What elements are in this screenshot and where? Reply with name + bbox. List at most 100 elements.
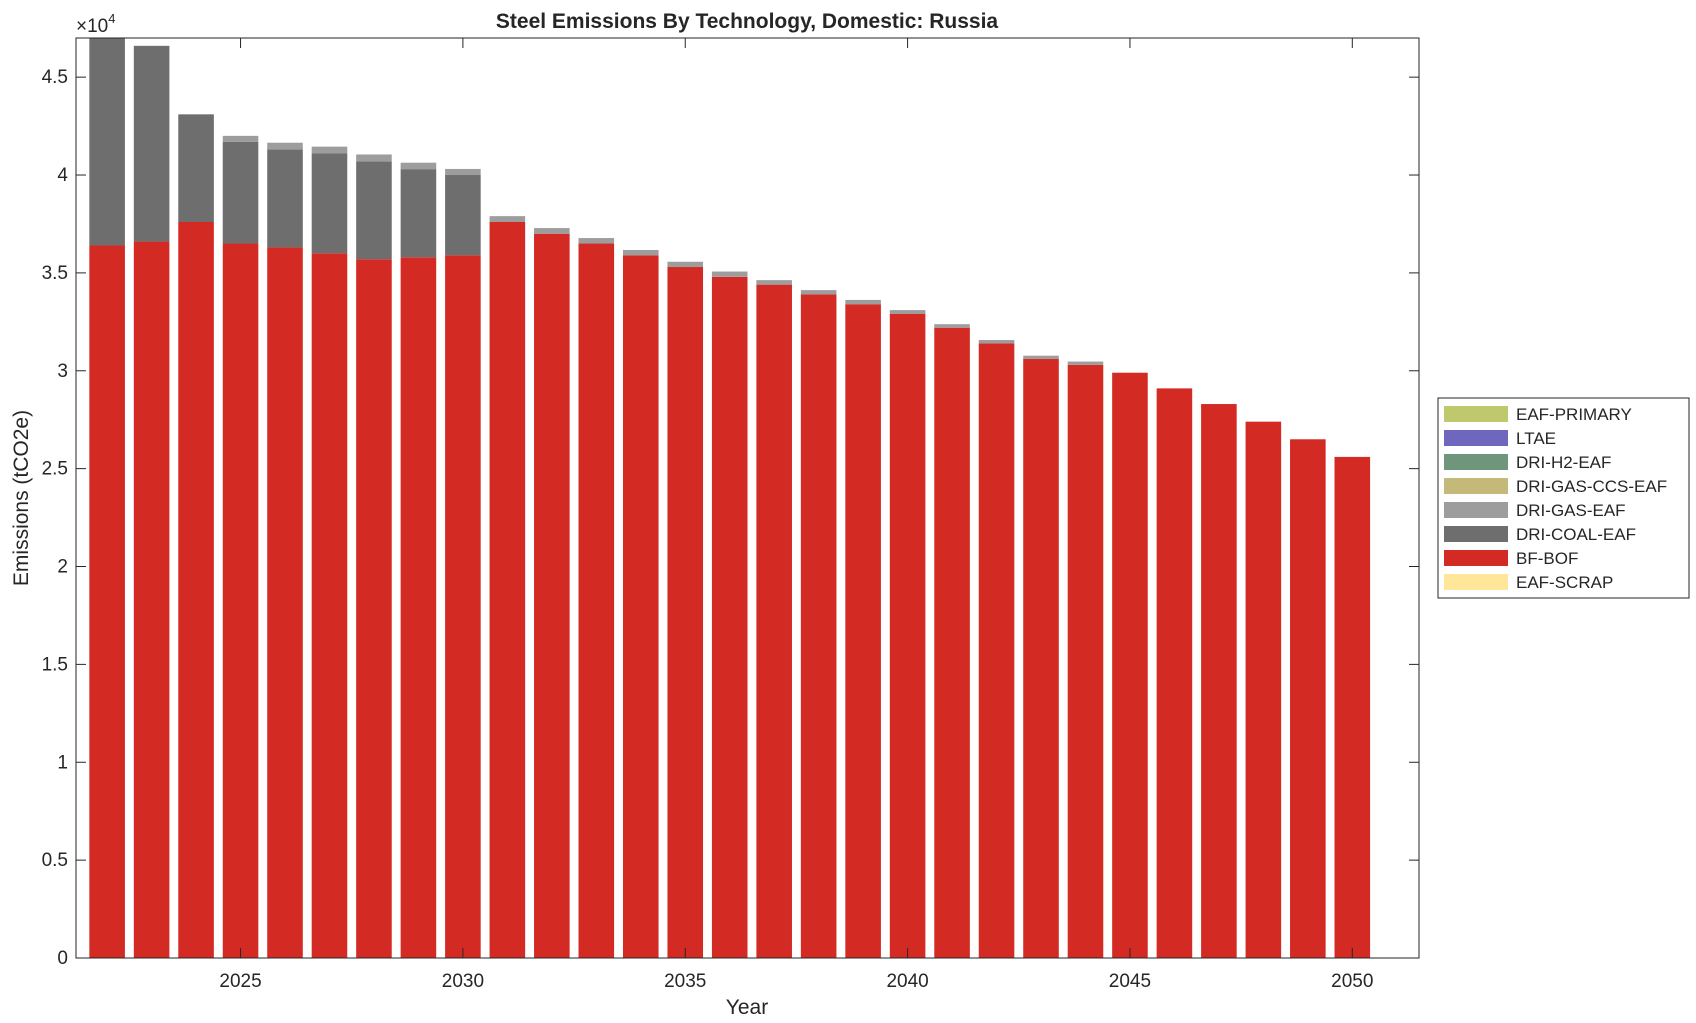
y-tick-label: 0.5 <box>42 850 68 871</box>
x-tick-label: 2050 <box>1331 971 1373 992</box>
bar-bf-bof-2047 <box>1201 404 1237 958</box>
bar-bf-bof-2032 <box>534 233 570 959</box>
bar-dri-gas-eaf-2029 <box>400 162 437 170</box>
legend-swatch-ltae <box>1444 430 1508 446</box>
y-tick-label: 4 <box>57 165 68 186</box>
x-tick-label: 2035 <box>664 971 706 992</box>
x-tick-label: 2045 <box>1109 971 1151 992</box>
bar-bf-bof-2044 <box>1067 364 1104 958</box>
legend-swatch-dri-gas-ccs-eaf <box>1444 478 1508 494</box>
bar-dri-gas-eaf-2041 <box>934 324 970 328</box>
bar-dri-gas-eaf-2044 <box>1067 361 1104 365</box>
y-axis-exponent: ×104 <box>76 11 115 37</box>
bar-dri-gas-eaf-2034 <box>622 249 659 256</box>
legend-swatch-dri-gas-eaf <box>1444 502 1508 518</box>
y-axis-exponent-base: ×10 <box>76 16 108 37</box>
y-axis-ticks: 0 0.5 1 1.5 2 2.5 3 3.5 4 4.5 <box>42 67 1419 969</box>
bar-bf-bof-2045 <box>1112 372 1148 959</box>
bars-layer <box>89 38 1371 959</box>
bar-bf-bof-2033 <box>578 243 615 958</box>
bar-bf-bof-2040 <box>889 314 926 958</box>
bar-dri-gas-eaf-2028 <box>356 154 392 162</box>
y-tick-label: 3 <box>57 361 68 382</box>
bar-dri-coal-eaf-2026 <box>267 149 303 248</box>
bar-bf-bof-2023 <box>133 241 170 958</box>
y-tick-label: 1.5 <box>42 654 68 675</box>
bar-bf-bof-2046 <box>1156 388 1193 958</box>
legend-label-dri-gas-ccs-eaf: DRI-GAS-CCS-EAF <box>1516 477 1667 496</box>
y-tick-label: 4.5 <box>42 67 68 88</box>
bar-dri-coal-eaf-2023 <box>133 45 170 242</box>
x-tick-label: 2040 <box>886 971 928 992</box>
bar-bf-bof-2030 <box>445 255 481 958</box>
bar-dri-coal-eaf-2024 <box>178 114 214 222</box>
bar-bf-bof-2037 <box>756 284 792 958</box>
bar-dri-gas-eaf-2042 <box>978 340 1015 344</box>
bar-bf-bof-2025 <box>222 243 259 958</box>
x-axis-ticks: 2025 2030 2035 2040 2045 2050 <box>219 38 1373 992</box>
plot-frame <box>75 37 1420 959</box>
legend: EAF-PRIMARY LTAE DRI-H2-EAF DRI-GAS-CCS-EAF… <box>1437 397 1690 599</box>
bar-bf-bof-2034 <box>622 255 659 958</box>
legend-swatch-dri-h2-eaf <box>1444 454 1508 470</box>
bar-dri-gas-eaf-2027 <box>311 146 348 154</box>
legend-box <box>1437 397 1690 599</box>
legend-swatch-eaf-primary <box>1444 406 1508 422</box>
bar-dri-gas-eaf-2037 <box>756 280 792 285</box>
legend-label-bf-bof: BF-BOF <box>1516 549 1578 568</box>
bar-bf-bof-2022 <box>89 245 125 959</box>
bar-dri-coal-eaf-2029 <box>400 169 437 258</box>
bar-dri-gas-eaf-2043 <box>1023 355 1059 360</box>
bar-dri-gas-eaf-2035 <box>667 261 704 268</box>
legend-swatch-eaf-scrap <box>1444 574 1508 590</box>
bar-dri-gas-eaf-2032 <box>534 228 570 234</box>
y-axis-label: Emissions (tCO2e) <box>10 410 33 586</box>
bar-bf-bof-2027 <box>311 253 348 958</box>
bar-bf-bof-2031 <box>489 222 526 958</box>
bar-bf-bof-2029 <box>400 257 437 959</box>
legend-label-dri-h2-eaf: DRI-H2-EAF <box>1516 453 1611 472</box>
bar-dri-gas-eaf-2031 <box>489 216 526 222</box>
y-tick-label: 1 <box>57 752 68 773</box>
x-tick-label: 2030 <box>442 971 484 992</box>
bar-dri-coal-eaf-2025 <box>222 141 259 244</box>
chart-title: Steel Emissions By Technology, Domestic:… <box>496 10 999 33</box>
bar-bf-bof-2028 <box>356 259 392 958</box>
bar-bf-bof-2035 <box>667 267 704 958</box>
bar-bf-bof-2026 <box>267 247 303 958</box>
y-tick-label: 3.5 <box>42 263 68 284</box>
bar-dri-gas-eaf-2033 <box>578 238 615 244</box>
y-tick-label: 0 <box>57 948 68 969</box>
bar-dri-coal-eaf-2027 <box>311 153 348 254</box>
legend-label-dri-coal-eaf: DRI-COAL-EAF <box>1516 525 1636 544</box>
y-axis-exponent-power: 4 <box>108 11 115 26</box>
legend-swatch-dri-coal-eaf <box>1444 526 1508 542</box>
bar-dri-gas-eaf-2038 <box>800 290 837 295</box>
bar-bf-bof-2042 <box>978 343 1015 958</box>
x-tick-label: 2025 <box>219 971 261 992</box>
bar-bf-bof-2038 <box>800 294 837 958</box>
bar-bf-bof-2050 <box>1334 456 1371 958</box>
bar-bf-bof-2041 <box>934 327 970 958</box>
bar-dri-coal-eaf-2028 <box>356 161 392 260</box>
y-tick-label: 2.5 <box>42 459 68 480</box>
legend-swatch-bf-bof <box>1444 550 1508 566</box>
legend-label-dri-gas-eaf: DRI-GAS-EAF <box>1516 501 1626 520</box>
legend-label-eaf-primary: EAF-PRIMARY <box>1516 405 1632 424</box>
bar-bf-bof-2036 <box>711 276 748 958</box>
bar-dri-gas-eaf-2026 <box>267 142 303 150</box>
bar-dri-gas-eaf-2036 <box>711 271 748 277</box>
bar-bf-bof-2049 <box>1290 439 1326 958</box>
x-axis-label: Year <box>726 996 768 1019</box>
bar-dri-gas-eaf-2039 <box>845 299 881 305</box>
bar-bf-bof-2024 <box>178 222 214 958</box>
bar-bf-bof-2048 <box>1245 421 1282 958</box>
bar-dri-gas-eaf-2030 <box>445 168 481 176</box>
bar-dri-coal-eaf-2022 <box>89 38 125 246</box>
bar-dri-coal-eaf-2030 <box>445 175 481 256</box>
bar-bf-bof-2043 <box>1023 359 1059 958</box>
bar-bf-bof-2039 <box>845 304 881 959</box>
bar-dri-gas-eaf-2040 <box>889 310 926 314</box>
legend-label-ltae: LTAE <box>1516 429 1556 448</box>
